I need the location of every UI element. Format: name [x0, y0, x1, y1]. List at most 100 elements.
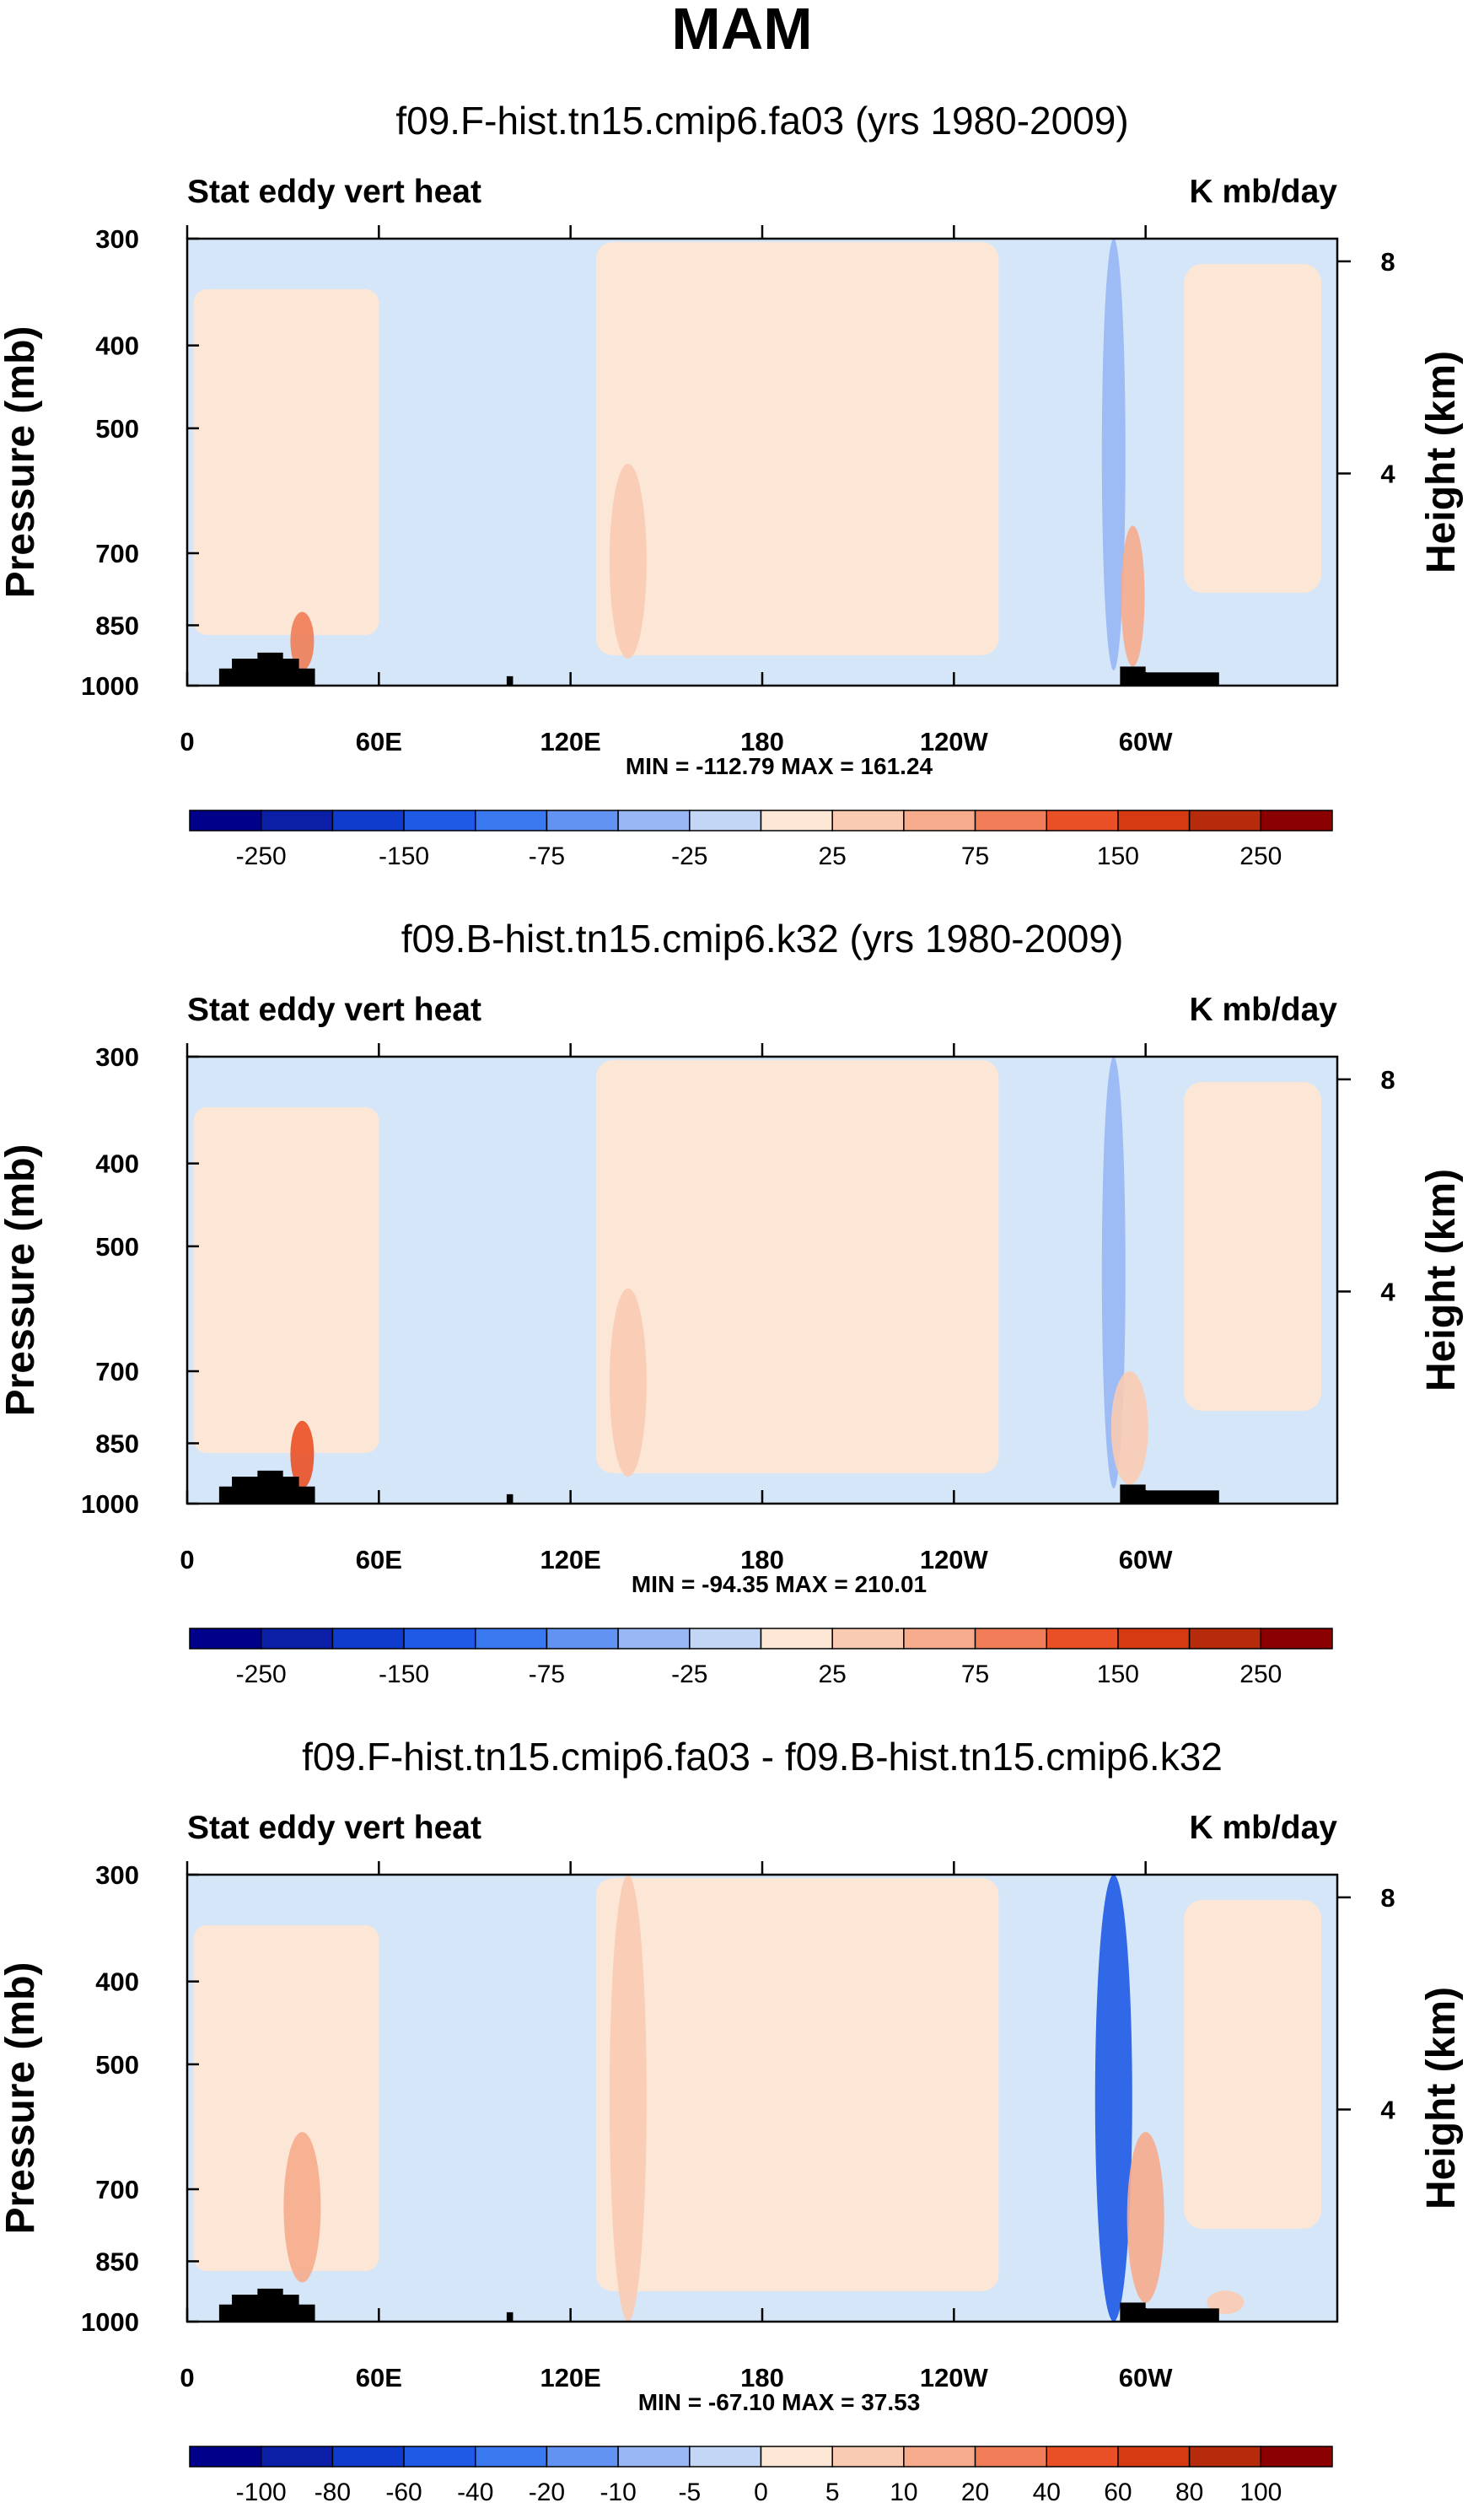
colorbar-swatch [689, 810, 762, 832]
field-atlantic-region [1184, 1082, 1322, 1411]
panel-units-label: K mb/day [1189, 1810, 1337, 1846]
y-tick-label: 850 [95, 1429, 139, 1458]
colorbar-label: 75 [961, 1660, 989, 1688]
colorbar-label: 5 [825, 2478, 840, 2506]
topography [1120, 666, 1146, 686]
colorbar-swatch [617, 2446, 691, 2468]
colorbar-swatch [760, 1628, 833, 1650]
field-pacific-region [595, 1060, 999, 1473]
field-pacific-region [595, 1878, 999, 2291]
x-tick-label: 60E [356, 2363, 402, 2392]
colorbar-swatch [331, 2446, 405, 2468]
colorbar-swatch [903, 1628, 976, 1650]
colorbar-label: 80 [1175, 2478, 1203, 2506]
panel-units-label: K mb/day [1189, 174, 1337, 210]
heatmap-feature [1121, 525, 1145, 667]
panel-title: f09.B-hist.tn15.cmip6.k32 (yrs 1980-2009… [401, 917, 1124, 961]
colorbar-swatch [475, 1628, 548, 1650]
y-tick-label: 500 [95, 414, 139, 444]
topography [506, 675, 513, 686]
y-axis-title-right: Height (km) [1419, 1169, 1464, 1391]
colorbar-swatch [189, 2446, 262, 2468]
colorbar-swatch [903, 810, 976, 832]
colorbar-label: -40 [457, 2478, 493, 2506]
topography [257, 1470, 283, 1504]
y-tick-label: 1000 [81, 2307, 139, 2337]
colorbar-swatch [1046, 2446, 1119, 2468]
panel-left-label: Stat eddy vert heat [187, 1810, 481, 1846]
colorbar-label: -250 [236, 1660, 287, 1688]
colorbar-swatch [1188, 1628, 1262, 1650]
colorbar-swatch [760, 810, 833, 832]
y-right-tick-label: 8 [1380, 1065, 1395, 1095]
colorbar-label: 25 [819, 842, 847, 870]
topography [257, 2288, 283, 2322]
colorbar-label: 75 [961, 842, 989, 870]
panel-title: f09.F-hist.tn15.cmip6.fa03 (yrs 1980-200… [395, 99, 1128, 143]
colorbar-swatch [974, 2446, 1047, 2468]
x-tick-label: 120W [920, 2363, 989, 2392]
y-tick-label: 300 [95, 224, 139, 254]
min-max-label: MIN = -94.35 MAX = 210.01 [632, 1571, 927, 1597]
panels-container: f09.F-hist.tn15.cmip6.fa03 (yrs 1980-200… [0, 99, 1464, 2506]
figure-title: MAM [671, 0, 812, 62]
heatmap-feature [609, 463, 647, 659]
topography [1120, 1484, 1146, 1504]
colorbar-label: -75 [529, 1660, 565, 1688]
colorbar-label: 10 [890, 2478, 917, 2506]
colorbar-label: 40 [1033, 2478, 1061, 2506]
colorbar-label: 150 [1097, 1660, 1139, 1688]
y-axis-title-right: Height (km) [1419, 351, 1464, 573]
colorbar-label: -150 [379, 1660, 429, 1688]
heatmap-feature [1207, 2290, 1245, 2315]
topography [506, 2312, 513, 2322]
colorbar-label: -10 [600, 2478, 636, 2506]
colorbar-swatch [260, 2446, 334, 2468]
y-axis-title-right: Height (km) [1419, 1987, 1464, 2209]
colorbar-label: 100 [1239, 2478, 1282, 2506]
heatmap-feature [290, 1420, 315, 1489]
colorbar-swatch [617, 810, 691, 832]
colorbar-swatch [617, 1628, 691, 1650]
topography [1120, 2302, 1146, 2322]
colorbar-swatch [189, 1628, 262, 1650]
min-max-label: MIN = -112.79 MAX = 161.24 [626, 753, 933, 779]
x-tick-label: 120E [540, 1545, 600, 1574]
x-tick-label: 120E [540, 2363, 600, 2392]
colorbar-swatch [974, 810, 1047, 832]
colorbar-swatch [831, 1628, 905, 1650]
topography [506, 1493, 513, 1504]
colorbar-swatch [403, 810, 476, 832]
x-tick-label: 180 [740, 727, 784, 756]
x-tick-label: 0 [180, 1545, 194, 1574]
colorbar-swatch [831, 810, 905, 832]
colorbar-swatch [1188, 2446, 1262, 2468]
heatmap-feature [1110, 1370, 1148, 1485]
colorbar-label: -250 [236, 842, 287, 870]
colorbar-label: -150 [379, 842, 429, 870]
x-tick-label: 120E [540, 727, 600, 756]
colorbar-swatch [475, 810, 548, 832]
heatmap-feature [609, 1288, 647, 1477]
colorbar-swatch [689, 1628, 762, 1650]
panel-title: f09.F-hist.tn15.cmip6.fa03 - f09.B-hist.… [302, 1735, 1223, 1779]
colorbar-label: 20 [961, 2478, 989, 2506]
x-tick-label: 120W [920, 1545, 989, 1574]
panel-units-label: K mb/day [1189, 992, 1337, 1028]
heatmap-feature [1094, 1875, 1132, 2322]
topography [1145, 2308, 1219, 2322]
y-tick-label: 500 [95, 1232, 139, 1262]
y-right-tick-label: 4 [1380, 2095, 1395, 2124]
x-tick-label: 60W [1119, 727, 1173, 756]
field-africa-region [193, 289, 379, 635]
panel-1: f09.F-hist.tn15.cmip6.fa03 (yrs 1980-200… [0, 99, 1464, 870]
y-axis-title: Pressure (mb) [0, 326, 43, 599]
x-tick-label: 60E [356, 727, 402, 756]
colorbar-label: -100 [236, 2478, 287, 2506]
panel-3: f09.F-hist.tn15.cmip6.fa03 - f09.B-hist.… [0, 1735, 1464, 2506]
colorbar-label: -25 [671, 1660, 707, 1688]
topography [257, 652, 283, 686]
panel-left-label: Stat eddy vert heat [187, 992, 481, 1028]
heatmap-feature [1126, 2132, 1164, 2303]
colorbar-swatch [331, 1628, 405, 1650]
